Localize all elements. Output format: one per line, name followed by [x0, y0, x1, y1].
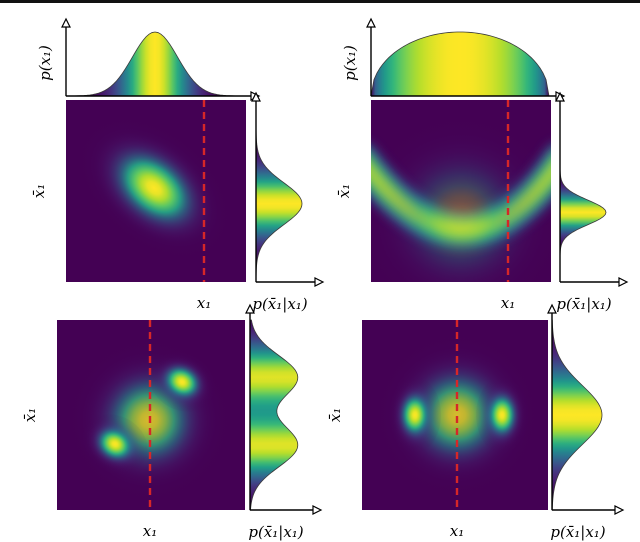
top-marginal-arrow-up [61, 17, 71, 28]
panel-top-left: p(x₁) x̄₁ x₁ p(x̄₁|x₁) [30, 26, 316, 313]
right-marginal-arrow-up [555, 91, 565, 102]
density-blob [82, 414, 148, 474]
right-marginal-arrow-right [314, 277, 325, 287]
density-blob [75, 115, 233, 261]
right-marginal-arrow-up [251, 91, 261, 102]
right-marginal-arrow-right [614, 505, 625, 515]
right-marginal-arrow-up [245, 303, 255, 314]
y-axis-label: x̄₁ [335, 184, 353, 198]
right-marginal-curve [250, 320, 298, 510]
x-axis-label: x₁ [501, 294, 515, 312]
density-blob [476, 377, 528, 453]
y-axis-label: x̄₁ [326, 408, 344, 422]
right-marginal-label: p(x̄₁|x₁) [556, 295, 611, 313]
top-marginal-label: p(x₁) [341, 45, 359, 81]
right-marginal-curve [552, 320, 602, 510]
top-marginal-label: p(x₁) [36, 45, 54, 81]
right-marginal-label: p(x̄₁|x₁) [252, 295, 307, 313]
x-axis-label: x₁ [197, 294, 211, 312]
right-marginal-curve [560, 108, 606, 282]
top-marginal-curve [66, 32, 244, 96]
heatmap-density [57, 320, 245, 510]
right-marginal-arrow-right [312, 505, 323, 515]
right-marginal-label: p(x̄₁|x₁) [550, 523, 605, 541]
y-axis-label: x̄₁ [30, 184, 48, 198]
right-marginal-curve [256, 108, 302, 282]
panel-top-right: p(x₁) x̄₁ x₁ p(x̄₁|x₁) [335, 26, 620, 313]
heatmap-density [371, 100, 551, 282]
x-axis-label: x₁ [450, 522, 464, 540]
right-marginal-arrow-right [618, 277, 629, 287]
top-marginal-curve [371, 32, 549, 96]
density-blob [389, 377, 441, 453]
top-marginal-arrow-up [366, 17, 376, 28]
heatmap-density [362, 320, 548, 510]
panel-bottom-left: x̄₁ x₁ p(x̄₁|x₁) [21, 312, 314, 541]
right-marginal-arrow-up [547, 303, 557, 314]
y-axis-label: x̄₁ [21, 408, 39, 422]
top-rule [0, 0, 640, 3]
x-axis-label: x₁ [143, 522, 157, 540]
density-blob [149, 352, 215, 412]
right-marginal-label: p(x̄₁|x₁) [248, 523, 303, 541]
heatmap-density [75, 115, 233, 261]
panel-bottom-right: x̄₁ x₁ p(x̄₁|x₁) [326, 312, 616, 541]
